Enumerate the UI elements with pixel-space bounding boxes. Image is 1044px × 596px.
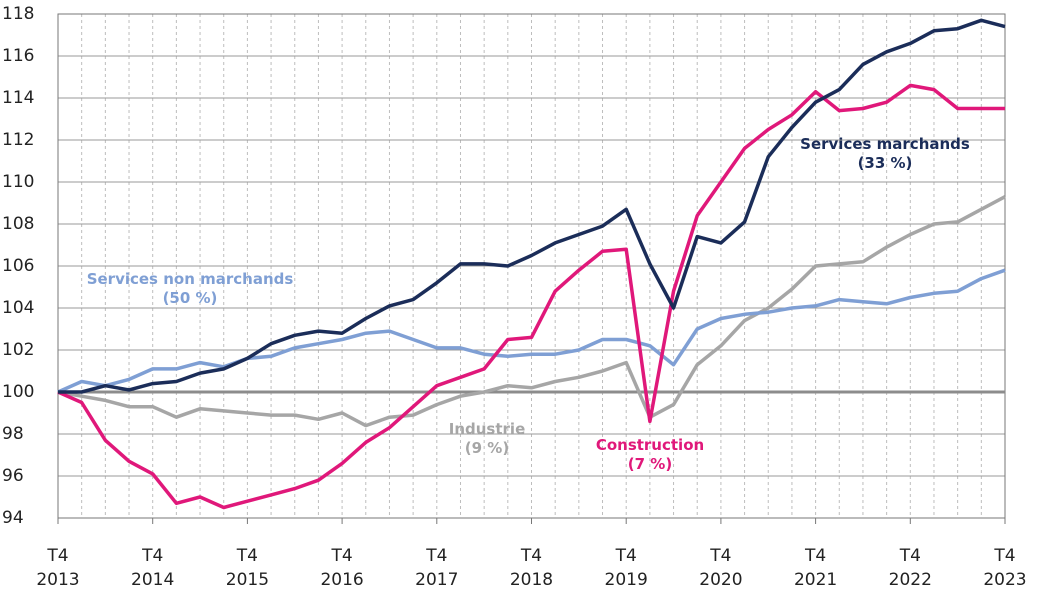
series-name: Construction [595,436,705,454]
x-tick-label: T4 2023 [983,546,1027,590]
series-line [58,18,1006,394]
series-name: Industrie [448,420,526,438]
series-line [57,83,1005,510]
y-tick-label: 104 [2,298,34,318]
series-share: (7 %) [627,455,673,473]
series-share: (9 %) [464,439,510,457]
x-tick-label: T4 2021 [793,546,838,590]
y-tick-label: 114 [2,88,34,108]
y-tick-label: 112 [2,130,34,150]
series-annotation: Services marchands (33 %) [800,135,970,173]
y-tick-label: 102 [2,340,34,360]
x-tick-label: T4 2015 [225,546,270,590]
x-tick-label: T4 2019 [604,546,648,590]
x-tick-label: T4 2020 [699,546,743,590]
x-tick-label: T4 2016 [320,546,364,590]
series-line [57,195,1006,428]
series-annotation: Construction (7 %) [596,436,704,474]
series-share: (50 %) [162,289,218,307]
y-tick-label: 106 [2,256,34,276]
series-annotation: Industrie (9 %) [449,420,526,458]
y-tick-label: 110 [2,172,34,192]
series-name: Services marchands [800,135,970,153]
y-tick-label: 98 [2,424,24,444]
y-tick-label: 94 [2,508,24,528]
series-share: (33 %) [857,154,913,172]
y-tick-label: 96 [2,466,24,486]
y-tick-label: 100 [2,382,34,402]
x-tick-label: T4 2022 [888,546,932,590]
y-tick-label: 116 [2,46,34,66]
series-line [57,268,1006,394]
series-name: Services non marchands [86,270,294,288]
y-tick-label: 108 [2,214,34,234]
y-tick-label: 118 [2,4,34,24]
x-tick-label: T4 2013 [36,546,80,590]
x-tick-label: T4 2018 [509,546,554,590]
x-tick-label: T4 2014 [131,546,175,590]
x-tick-label: T4 2017 [415,546,459,590]
series-annotation: Services non marchands (50 %) [87,270,294,308]
